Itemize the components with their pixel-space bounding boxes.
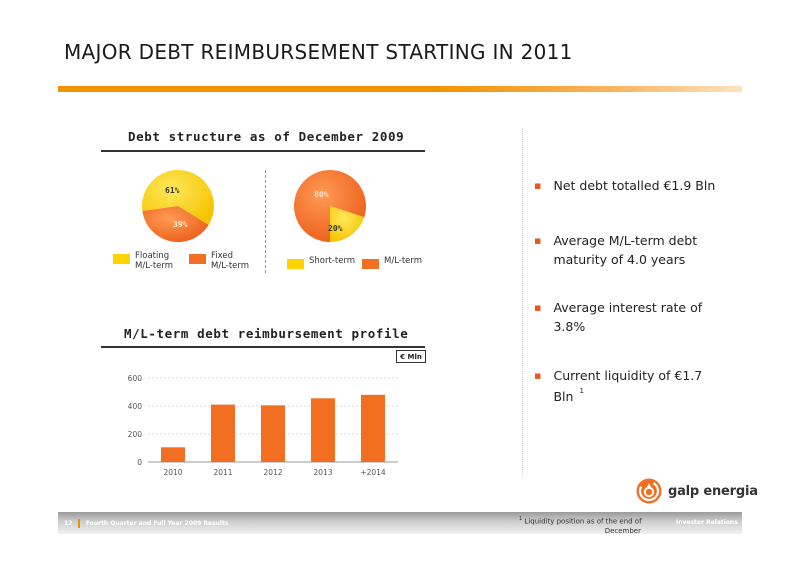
bar-+2014	[361, 394, 385, 462]
pie-short-ml: 80% 20%	[292, 168, 368, 248]
legend-short-term: Short-term	[287, 256, 355, 269]
pie1-slice-1	[142, 206, 209, 242]
unit-badge: € Mln	[396, 350, 426, 363]
x-tick-label: 2011	[213, 468, 232, 477]
footnote-line-2: December	[604, 527, 641, 536]
bullet-text: Average M/L-term debt maturity of 4.0 ye…	[553, 233, 698, 267]
footer-left: 12 Fourth Quarter and Full Year 2009 Res…	[64, 519, 228, 528]
bullet-footnote-ref: 1	[579, 387, 584, 395]
bullet-text: Average interest rate of 3.8%	[553, 300, 703, 334]
page-number: 12	[64, 520, 73, 527]
x-tick-label: +2014	[360, 468, 386, 477]
footnote-line-1: Liquidity position as of the end of	[524, 517, 642, 526]
bullet-dot-icon: ▪	[534, 369, 542, 382]
pie-divider	[265, 170, 266, 273]
pie2-slice-1	[294, 170, 366, 242]
legend-floating: Floating M/L-term	[113, 251, 173, 271]
y-tick-label: 200	[128, 430, 143, 439]
legend-label-floating: Floating M/L-term	[135, 251, 174, 271]
legend-swatch-yellow	[113, 254, 130, 264]
reimbursement-bar-chart: 0 200 400 600 2010 2011 2012 2013 +2014	[110, 368, 400, 490]
debt-structure-underline	[101, 150, 425, 152]
legend-swatch-orange	[362, 259, 379, 269]
bullet-text: Current liquidity of €1.7 Bln 1	[553, 368, 703, 405]
footer-investor-relations: Investor Relations	[676, 519, 738, 526]
reimbursement-underline	[101, 346, 425, 348]
bar-2013	[311, 398, 335, 462]
bar-2012	[261, 405, 285, 462]
y-tick-label: 400	[128, 402, 143, 411]
x-tick-label: 2010	[163, 468, 182, 477]
bar-2010	[161, 447, 185, 462]
footer-separator	[78, 519, 80, 528]
x-tick-label: 2012	[263, 468, 282, 477]
legend-swatch-orange	[189, 254, 206, 264]
footnote: 1 Liquidity position as of the end of De…	[519, 514, 649, 536]
bullet-dot-icon: ▪	[534, 179, 542, 192]
legend-ml-term: M/L-term	[362, 256, 422, 269]
legend-label-ml-term: M/L-term	[384, 256, 423, 266]
pie1-value-label-1: 39%	[173, 220, 188, 229]
bullet-text: Net debt totalled €1.9 Bln	[553, 178, 716, 193]
company-logo: galp energia	[636, 478, 758, 504]
pie2-slice-0	[330, 206, 365, 242]
logo-text: galp energia	[668, 483, 758, 499]
legend-swatch-yellow	[287, 259, 304, 269]
footer-report-title: Fourth Quarter and Full Year 2009 Result…	[85, 520, 229, 527]
bullet-dot-icon: ▪	[534, 234, 542, 247]
pie2-value-label-0: 20%	[328, 224, 343, 233]
legend-label-fixed: Fixed M/L-term	[211, 251, 250, 271]
galp-flame-icon	[636, 478, 662, 504]
footnote-marker: 1	[519, 516, 523, 522]
pie1-value-label-0: 61%	[165, 186, 180, 195]
reimbursement-title: M/L-term debt reimbursement profile	[124, 326, 409, 341]
pie-floating-fixed: 61% 39%	[140, 168, 216, 248]
x-tick-label: 2013	[313, 468, 332, 477]
y-tick-label: 0	[137, 458, 142, 467]
legend-fixed: Fixed M/L-term	[189, 251, 249, 271]
title-underline	[58, 86, 742, 92]
bar-2011	[211, 404, 235, 462]
bullet-dot-icon: ▪	[534, 301, 542, 314]
y-tick-label: 600	[128, 374, 143, 383]
page-title: MAJOR DEBT REIMBURSEMENT STARTING IN 201…	[64, 40, 573, 64]
footer-bar	[58, 512, 742, 534]
debt-structure-title: Debt structure as of December 2009	[128, 129, 405, 144]
bullet-item: ▪ Average M/L-term debt maturity of 4.0 …	[534, 231, 734, 269]
pie2-value-label-1: 80%	[314, 190, 329, 199]
legend-label-short-term: Short-term	[309, 256, 356, 266]
bullet-item: ▪ Net debt totalled €1.9 Bln	[534, 176, 734, 196]
bullet-item: ▪ Average interest rate of 3.8%	[534, 298, 734, 336]
column-divider	[522, 128, 523, 476]
bullet-item: ▪ Current liquidity of €1.7 Bln 1	[534, 366, 734, 406]
pie1-slice-0	[142, 169, 214, 225]
